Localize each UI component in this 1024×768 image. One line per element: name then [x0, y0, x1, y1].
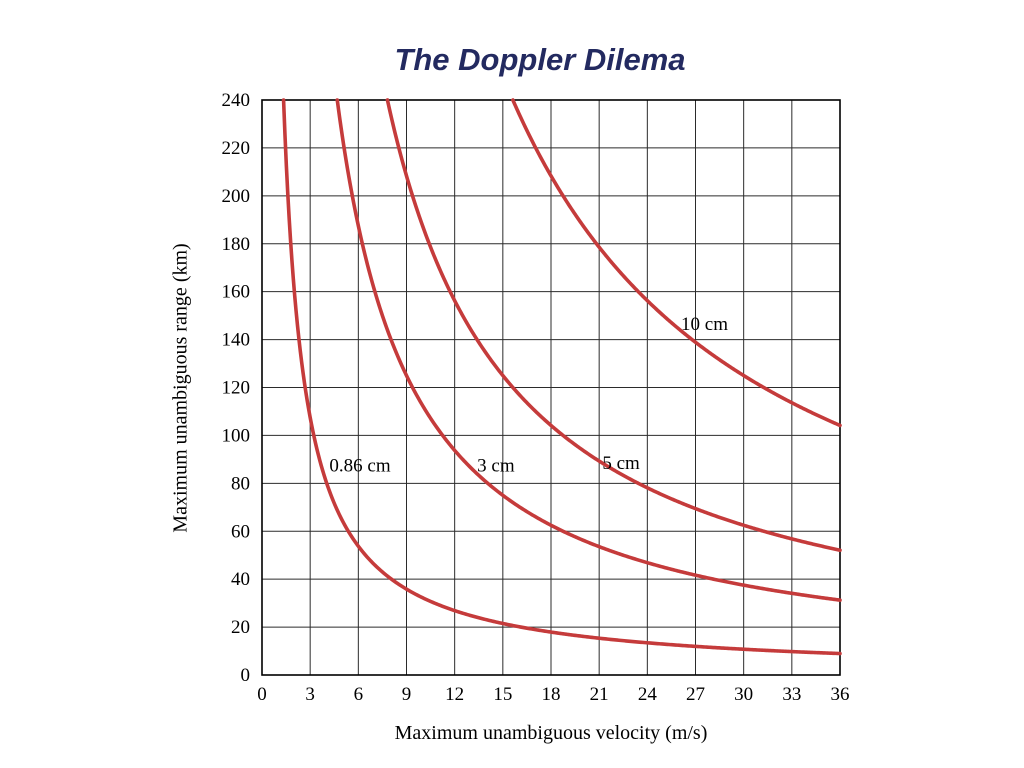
y-tick-label-240: 240 — [222, 90, 251, 111]
x-tick-label-0: 0 — [257, 684, 267, 705]
curve-label-5-cm: 5 cm — [602, 453, 640, 474]
x-tick-label-9: 9 — [402, 684, 412, 705]
curve-label-3-cm: 3 cm — [477, 455, 515, 476]
curve-0-86-cm — [281, 98, 842, 656]
y-tick-label-160: 160 — [222, 282, 251, 303]
chart-title: The Doppler Dilema — [394, 42, 686, 77]
y-tick-label-0: 0 — [241, 665, 251, 686]
curve-10-cm — [511, 98, 842, 428]
y-tick-label-40: 40 — [231, 569, 250, 590]
y-tick-label-140: 140 — [222, 330, 251, 351]
curve-label-10-cm: 10 cm — [681, 314, 728, 335]
x-tick-label-18: 18 — [542, 684, 561, 705]
x-tick-label-36: 36 — [831, 684, 850, 705]
y-tick-label-80: 80 — [231, 473, 250, 494]
curve-3-cm — [335, 98, 842, 602]
curve-5-cm — [385, 98, 842, 553]
x-tick-label-15: 15 — [493, 684, 512, 705]
y-tick-label-100: 100 — [222, 425, 251, 446]
x-tick-label-30: 30 — [734, 684, 753, 705]
y-tick-label-180: 180 — [222, 234, 251, 255]
y-tick-label-200: 200 — [222, 186, 251, 207]
x-tick-label-24: 24 — [638, 684, 658, 705]
y-tick-label-120: 120 — [222, 378, 251, 399]
x-tick-label-3: 3 — [305, 684, 315, 705]
x-tick-label-6: 6 — [354, 684, 364, 705]
x-tick-label-21: 21 — [590, 684, 609, 705]
plot-border — [261, 99, 841, 676]
x-tick-label-27: 27 — [686, 684, 705, 705]
y-tick-label-20: 20 — [231, 617, 250, 638]
x-tick-label-33: 33 — [782, 684, 801, 705]
y-tick-label-60: 60 — [231, 521, 250, 542]
y-tick-label-220: 220 — [222, 138, 251, 159]
y-axis-label: Maximum unambiguous range (km) — [169, 243, 192, 533]
x-tick-label-12: 12 — [445, 684, 464, 705]
curve-label-0-86-cm: 0.86 cm — [329, 455, 390, 476]
x-axis-label: Maximum unambiguous velocity (m/s) — [394, 722, 708, 744]
